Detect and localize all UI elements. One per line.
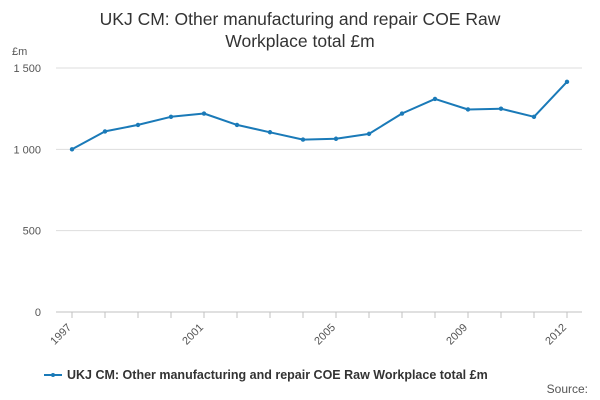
- legend[interactable]: UKJ CM: Other manufacturing and repair C…: [44, 366, 488, 384]
- data-point: [168, 114, 174, 120]
- data-point: [465, 107, 471, 112]
- grid-lines: [56, 67, 582, 232]
- x-tick-label: 2005: [312, 322, 338, 348]
- y-tick-label: 1 000: [13, 144, 41, 156]
- legend-label: UKJ CM: Other manufacturing and repair C…: [67, 368, 488, 382]
- series-line: [71, 81, 568, 151]
- y-axis-label: £m: [12, 46, 27, 58]
- y-tick-label: 0: [35, 307, 41, 319]
- data-point: [267, 130, 273, 135]
- x-tick-label: 2001: [180, 322, 206, 348]
- data-point: [498, 106, 504, 111]
- y-axis: £m 0 500 1 000 1 500: [12, 46, 41, 319]
- x-tick-label: 1997: [48, 322, 74, 348]
- chart-title-line-2: Workplace total £m: [225, 31, 375, 51]
- data-point: [366, 131, 372, 137]
- data-point: [564, 79, 570, 85]
- data-point: [201, 111, 207, 116]
- data-point: [333, 136, 339, 141]
- data-point: [531, 114, 537, 120]
- legend-swatch-icon: [44, 370, 62, 380]
- y-tick-label: 1 500: [13, 63, 41, 75]
- plot-area: [69, 79, 570, 152]
- x-axis: 1997 2001 2005 2009 2012: [48, 311, 582, 348]
- x-tick-label: 2012: [543, 322, 569, 348]
- data-point: [399, 111, 405, 116]
- chart-title-line-1: UKJ CM: Other manufacturing and repair C…: [99, 9, 501, 29]
- data-point: [300, 137, 306, 142]
- source-label: Source:: [546, 382, 588, 396]
- legend-marker-icon: [51, 373, 55, 377]
- x-tick-label: 2009: [444, 322, 470, 348]
- line-chart: £m 0 500 1 000 1 500 1997 2001 2005 2009 2012: [12, 46, 582, 348]
- data-point: [234, 122, 240, 128]
- chart-title: UKJ CM: Other manufacturing and repair C…: [0, 8, 600, 52]
- y-tick-label: 500: [23, 226, 41, 238]
- data-point: [135, 122, 141, 128]
- data-point: [432, 96, 438, 102]
- data-point: [102, 129, 108, 134]
- data-point: [69, 147, 75, 152]
